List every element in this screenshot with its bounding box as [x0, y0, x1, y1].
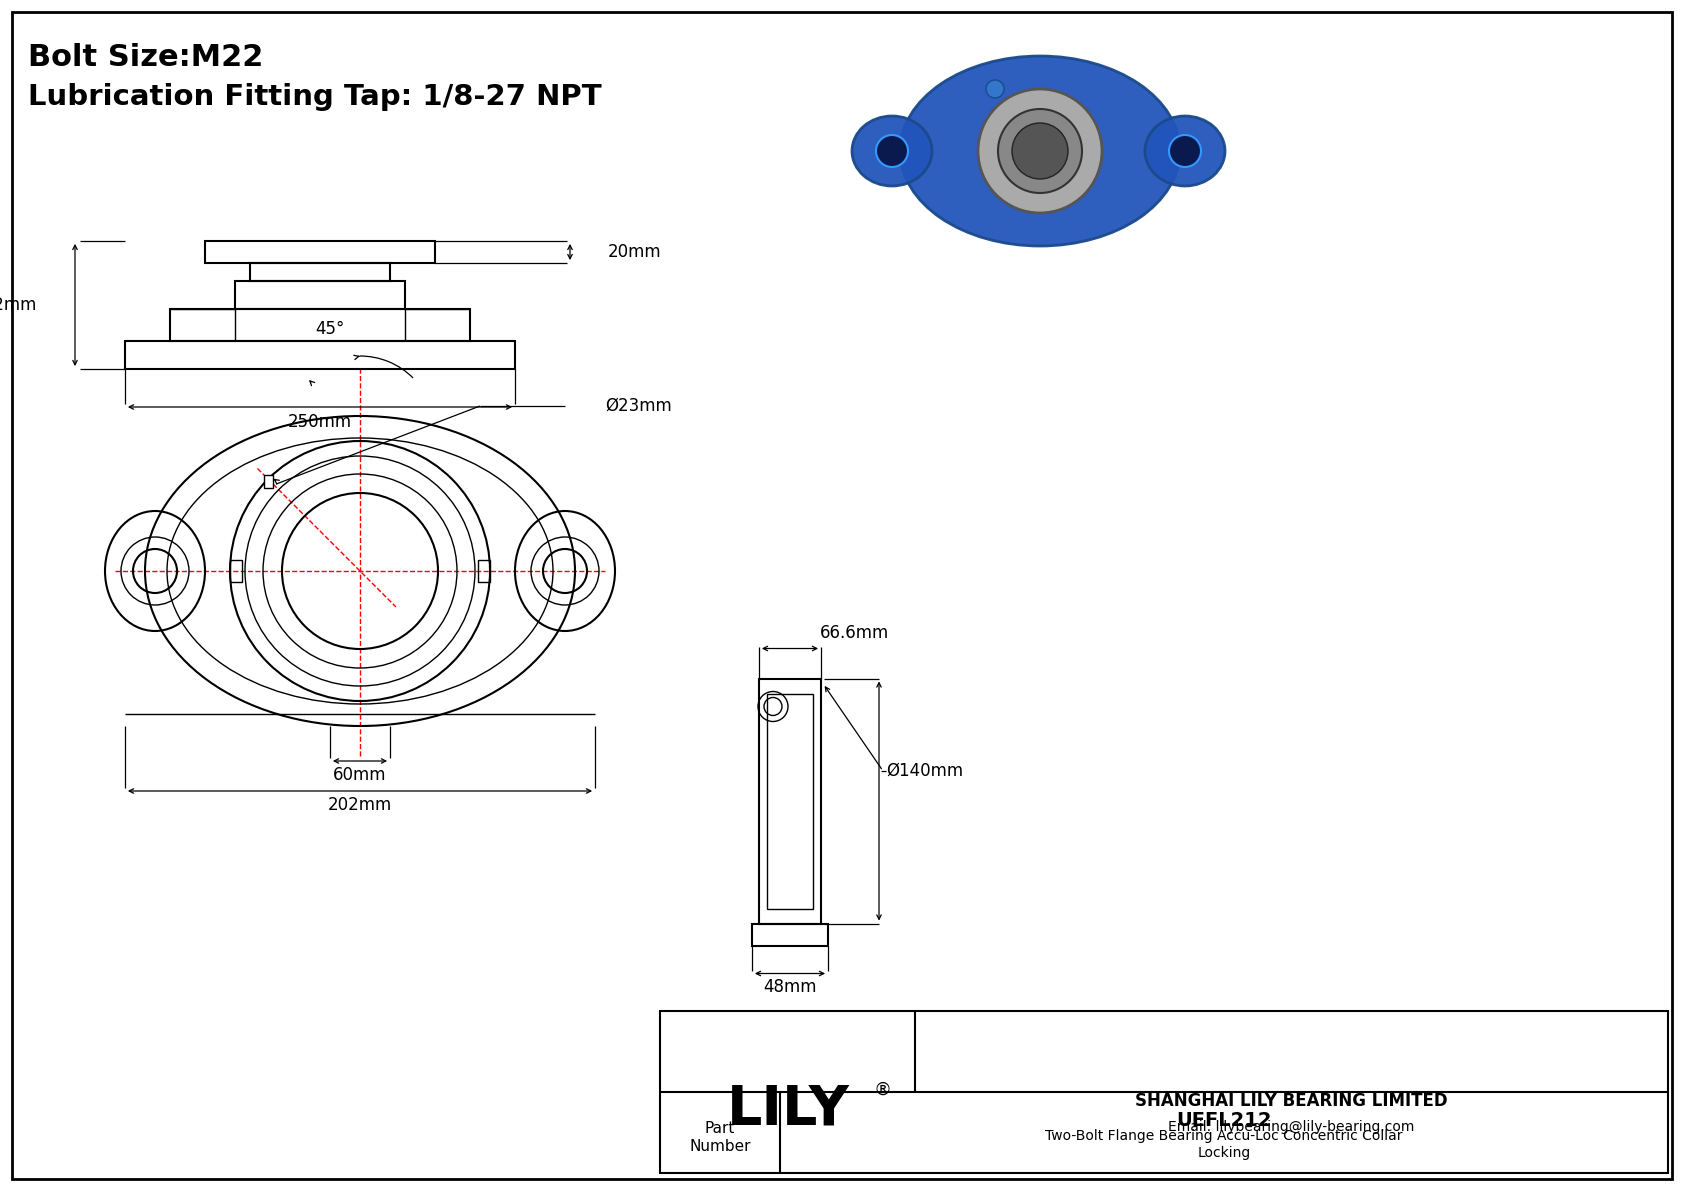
Text: 60mm: 60mm: [333, 766, 387, 784]
Text: Part
Number: Part Number: [689, 1121, 751, 1154]
Bar: [766, 693, 813, 909]
Text: Ø23mm: Ø23mm: [605, 397, 672, 414]
Text: 250mm: 250mm: [288, 413, 352, 431]
Text: 48mm: 48mm: [763, 979, 817, 997]
Text: ®: ®: [872, 1080, 891, 1098]
Text: Ø140mm: Ø140mm: [886, 762, 963, 780]
Text: 66.6mm: 66.6mm: [820, 624, 889, 642]
Text: LILY: LILY: [726, 1083, 849, 1136]
Bar: [249, 263, 391, 281]
Text: Email: lilybearing@lily-bearing.com: Email: lilybearing@lily-bearing.com: [1169, 1120, 1415, 1134]
Bar: [205, 241, 434, 263]
Bar: [660, 1011, 1667, 1173]
Circle shape: [987, 80, 1004, 98]
Circle shape: [999, 110, 1083, 193]
Bar: [759, 679, 822, 923]
Circle shape: [876, 135, 908, 167]
Bar: [170, 308, 470, 341]
Text: UEFL212: UEFL212: [1175, 1111, 1271, 1130]
Bar: [236, 281, 404, 308]
Circle shape: [978, 89, 1101, 213]
Circle shape: [1169, 135, 1201, 167]
Circle shape: [1012, 123, 1068, 179]
Text: Bolt Size:M22: Bolt Size:M22: [29, 43, 263, 71]
Bar: [478, 560, 490, 582]
Bar: [125, 341, 515, 369]
Ellipse shape: [1145, 116, 1224, 186]
Ellipse shape: [852, 116, 931, 186]
Bar: [231, 560, 242, 582]
Bar: [264, 474, 273, 487]
Text: 70.2mm: 70.2mm: [0, 297, 37, 314]
Text: Lubrication Fitting Tap: 1/8-27 NPT: Lubrication Fitting Tap: 1/8-27 NPT: [29, 83, 601, 111]
Text: 45°: 45°: [315, 320, 345, 338]
Text: 20mm: 20mm: [608, 243, 662, 261]
Bar: [753, 923, 829, 946]
Text: 202mm: 202mm: [328, 796, 392, 813]
Text: Two-Bolt Flange Bearing Accu-Loc Concentric Collar
Locking: Two-Bolt Flange Bearing Accu-Loc Concent…: [1046, 1129, 1403, 1160]
Ellipse shape: [899, 56, 1180, 247]
Text: SHANGHAI LILY BEARING LIMITED: SHANGHAI LILY BEARING LIMITED: [1135, 1091, 1448, 1110]
